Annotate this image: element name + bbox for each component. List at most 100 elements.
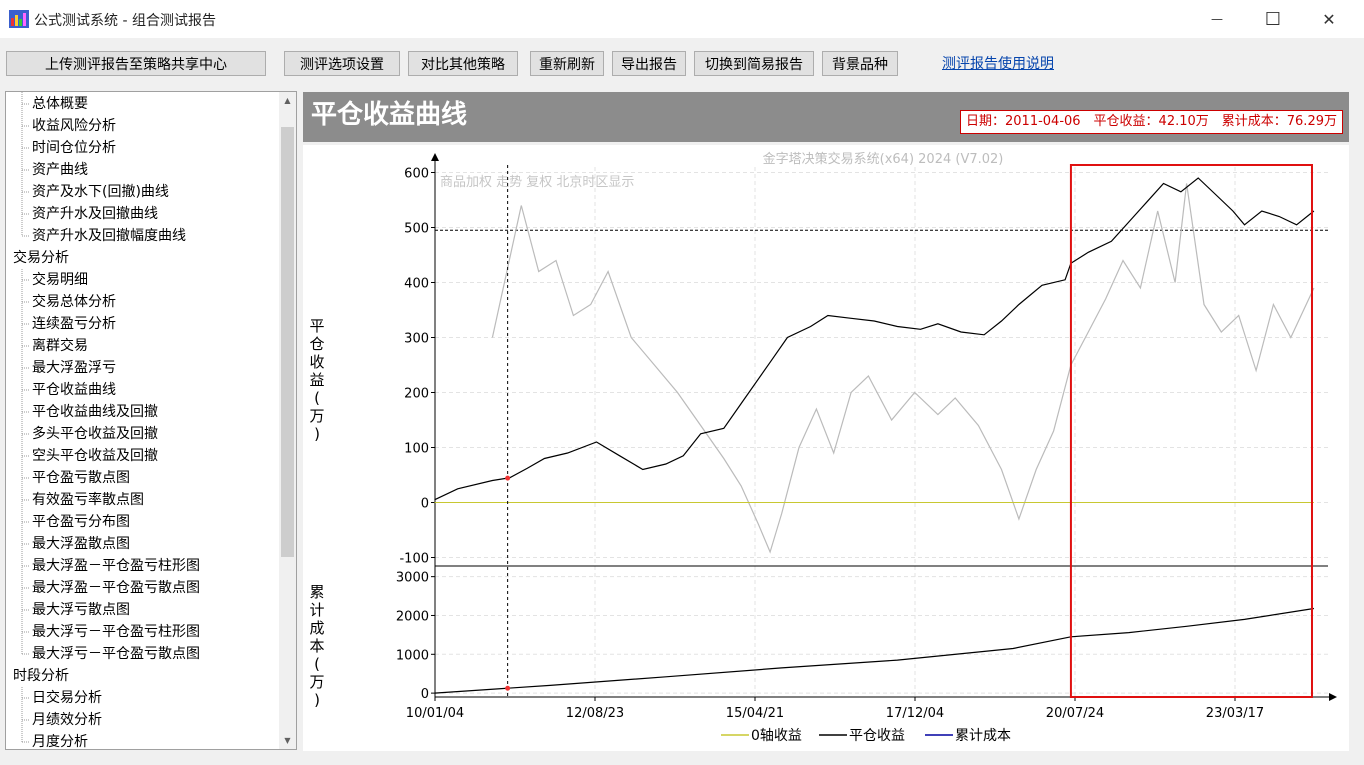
- chart-watermark: 金字塔决策交易系统(x64) 2024 (V7.02): [763, 151, 1004, 167]
- tree-item[interactable]: 资产曲线: [32, 162, 88, 178]
- tree-item[interactable]: 最大浮亏－平仓盈亏柱形图: [32, 624, 200, 640]
- crosshair-point-upper: [505, 475, 511, 481]
- export-report-button[interactable]: 导出报告: [612, 51, 686, 76]
- chart-header: 平仓收益曲线 日期：2011-04-06 平仓收益：42.10万 累计成本：76…: [303, 92, 1349, 142]
- scroll-up-icon[interactable]: ▲: [284, 96, 291, 105]
- chart-subtitle: 商品加权 走势 复权 北京时区显示: [440, 174, 634, 190]
- upper-y-axis-label: 仓: [309, 335, 324, 353]
- test-options-button[interactable]: 测评选项设置: [284, 51, 400, 76]
- report-tree[interactable]: 总体概要收益风险分析 时间仓位分析 资产曲线资产及水下(回撤)曲线 资产升水及回撤曲线…: [5, 91, 297, 750]
- tree-scroll-thumb[interactable]: [281, 127, 294, 557]
- background-symbol-line: [491, 183, 1315, 554]
- lower-y-axis-label: 累: [309, 583, 324, 601]
- legend-label: 累计成本: [955, 728, 1011, 744]
- upper-y-axis-label: ): [314, 425, 320, 443]
- upper-y-tick-label: 300: [404, 332, 429, 347]
- compare-strategy-button[interactable]: 对比其他策略: [408, 51, 518, 76]
- chart-title: 平仓收益曲线: [311, 100, 468, 130]
- tree-item[interactable]: 收益风险分析: [32, 118, 116, 134]
- tree-item[interactable]: 多头平仓收益及回撤: [32, 426, 158, 442]
- legend-label: 平仓收益: [849, 728, 905, 744]
- tree-scrollbar[interactable]: ▲ ▼: [279, 92, 296, 749]
- tree-item[interactable]: 空头平仓收益及回撤: [32, 448, 158, 464]
- upper-y-tick-label: -100: [399, 552, 429, 567]
- scroll-down-icon[interactable]: ▼: [284, 736, 291, 745]
- upper-y-axis-label: 收: [309, 353, 324, 371]
- upload-report-button[interactable]: 上传测评报告至策略共享中心: [6, 51, 266, 76]
- lower-y-axis-label: (: [314, 655, 320, 673]
- tree-item[interactable]: 资产升水及回撤曲线: [32, 206, 158, 222]
- lower-y-tick-label: 0: [421, 687, 429, 702]
- tree-item[interactable]: 时间仓位分析: [32, 140, 116, 156]
- x-tick-label: 12/08/23: [566, 706, 624, 721]
- x-tick-label: 20/07/24: [1046, 706, 1104, 721]
- upper-y-axis-label: 益: [309, 371, 324, 389]
- tree-item[interactable]: 时段分析: [13, 668, 69, 684]
- legend-label: 0轴收益: [751, 728, 802, 744]
- refresh-button[interactable]: 重新刷新: [530, 51, 604, 76]
- help-link[interactable]: 测评报告使用说明: [942, 56, 1054, 72]
- lower-y-axis-label: ): [314, 691, 320, 709]
- minimize-button[interactable]: —: [1194, 0, 1240, 38]
- tree-lines: [21, 92, 30, 743]
- tree-item[interactable]: 交易分析: [13, 250, 69, 266]
- upper-y-tick-label: 600: [404, 167, 429, 182]
- x-tick-label: 10/01/04: [406, 706, 464, 721]
- tree-item[interactable]: 资产及水下(回撤)曲线: [32, 184, 169, 200]
- tree-item[interactable]: 有效盈亏率散点图: [32, 492, 144, 508]
- y-axis-arrow: [431, 153, 439, 161]
- closing-profit-chart[interactable]: 金字塔决策交易系统(x64) 2024 (V7.02) 商品加权 走势 复权 北京…: [303, 145, 1349, 751]
- upper-y-axis-label: (: [314, 389, 320, 407]
- tree-item[interactable]: 月绩效分析: [32, 712, 102, 728]
- tree-item[interactable]: 交易明细: [32, 272, 88, 288]
- app-icon: [9, 10, 29, 28]
- window-title: 公式测试系统 - 组合测试报告: [34, 13, 216, 29]
- tree-item[interactable]: 离群交易: [32, 338, 88, 354]
- tree-item[interactable]: 平仓收益曲线及回撤: [32, 404, 158, 420]
- upper-y-axis-label: 万: [309, 407, 324, 425]
- upper-y-tick-label: 0: [421, 497, 429, 512]
- crosshair-info-box: 日期：2011-04-06 平仓收益：42.10万 累计成本：76.29万: [960, 110, 1343, 134]
- tree-item[interactable]: 连续盈亏分析: [32, 316, 116, 332]
- tree-item[interactable]: 平仓盈亏散点图: [32, 470, 130, 486]
- tree-item[interactable]: 最大浮盈散点图: [32, 536, 130, 552]
- title-bar: 公式测试系统 - 组合测试报告 — ☐ ✕: [0, 0, 1364, 38]
- tree-item[interactable]: 最大浮盈－平仓盈亏散点图: [32, 580, 200, 596]
- lower-y-axis-label: 成: [309, 619, 324, 637]
- upper-y-tick-label: 400: [404, 277, 429, 292]
- switch-simple-report-button[interactable]: 切换到简易报告: [694, 51, 814, 76]
- tree-item[interactable]: 资产升水及回撤幅度曲线: [32, 228, 186, 244]
- x-tick-label: 17/12/04: [886, 706, 944, 721]
- maximize-icon: ☐: [1264, 8, 1282, 30]
- x-tick-label: 15/04/21: [726, 706, 784, 721]
- upper-y-tick-label: 200: [404, 387, 429, 402]
- tree-item[interactable]: 交易总体分析: [32, 294, 116, 310]
- minimize-icon: —: [1211, 12, 1223, 26]
- close-button[interactable]: ✕: [1306, 0, 1352, 38]
- tree-item[interactable]: 最大浮亏－平仓盈亏散点图: [32, 646, 200, 662]
- lower-y-tick-label: 1000: [396, 648, 429, 663]
- close-icon: ✕: [1322, 9, 1336, 29]
- lower-y-axis-label: 计: [309, 601, 324, 619]
- lower-y-tick-label: 2000: [396, 609, 429, 624]
- highlight-box: [1069, 164, 1313, 698]
- crosshair-point-lower: [505, 685, 511, 691]
- tree-item[interactable]: 日交易分析: [32, 690, 102, 706]
- maximize-button[interactable]: ☐: [1250, 0, 1296, 38]
- upper-y-tick-label: 500: [404, 222, 429, 237]
- tree-item[interactable]: 最大浮亏散点图: [32, 602, 130, 618]
- tree-item[interactable]: 总体概要: [32, 96, 88, 112]
- tree-item[interactable]: 平仓盈亏分布图: [32, 514, 130, 530]
- lower-y-tick-label: 3000: [396, 571, 429, 586]
- tree-item[interactable]: 最大浮盈－平仓盈亏柱形图: [32, 558, 200, 574]
- tree-item[interactable]: 平仓收益曲线: [32, 382, 116, 398]
- lower-y-axis-label: 本: [309, 637, 324, 655]
- tree-item[interactable]: 最大浮盈浮亏: [32, 360, 116, 376]
- x-tick-label: 23/03/17: [1206, 706, 1264, 721]
- upper-y-tick-label: 100: [404, 442, 429, 457]
- chart-panel[interactable]: 金字塔决策交易系统(x64) 2024 (V7.02) 商品加权 走势 复权 北京…: [303, 145, 1349, 751]
- lower-y-axis-label: 万: [309, 673, 324, 691]
- upper-y-axis-label: 平: [309, 317, 324, 335]
- background-symbol-button[interactable]: 背景品种: [822, 51, 898, 76]
- tree-item[interactable]: 月度分析: [32, 734, 88, 750]
